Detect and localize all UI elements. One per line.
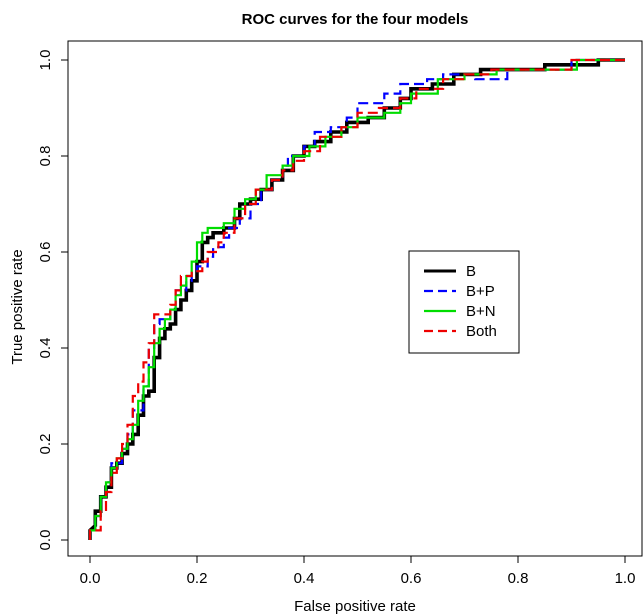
plot-frame (67, 40, 643, 557)
y-axis-label: True positive rate (9, 249, 26, 364)
legend: B B+P B+N Both (408, 250, 520, 354)
chart-title: ROC curves for the four models (242, 11, 469, 28)
y-axis: 0.0 0.2 0.4 0.6 0.8 1.0 (37, 50, 69, 551)
x-axis: 0.0 0.2 0.4 0.6 0.8 1.0 (80, 555, 636, 587)
x-tick-label: 0.6 (401, 570, 422, 587)
x-tick-label: 0.0 (80, 570, 101, 587)
y-tick-label: 0.2 (37, 434, 54, 455)
legend-label: B (466, 263, 476, 280)
x-tick-label: 1.0 (615, 570, 636, 587)
x-axis-label: False positive rate (294, 598, 416, 615)
series-line-both (88, 58, 625, 540)
x-tick-label: 0.4 (294, 570, 315, 587)
y-tick-label: 0.4 (37, 338, 54, 359)
legend-label: Both (466, 323, 497, 340)
y-tick-label: 0.8 (37, 146, 54, 167)
series-line-b-p (88, 58, 625, 540)
y-tick-label: 0.0 (37, 530, 54, 551)
legend-box (408, 250, 520, 354)
y-tick-label: 0.6 (37, 242, 54, 263)
x-tick-label: 0.2 (187, 570, 208, 587)
y-tick-label: 1.0 (37, 50, 54, 71)
series-line-b-n (88, 58, 625, 540)
series-line-b (88, 58, 625, 540)
x-tick-label: 0.8 (508, 570, 529, 587)
legend-label: B+N (466, 303, 496, 320)
series-layer (88, 58, 625, 540)
legend-label: B+P (466, 283, 495, 300)
